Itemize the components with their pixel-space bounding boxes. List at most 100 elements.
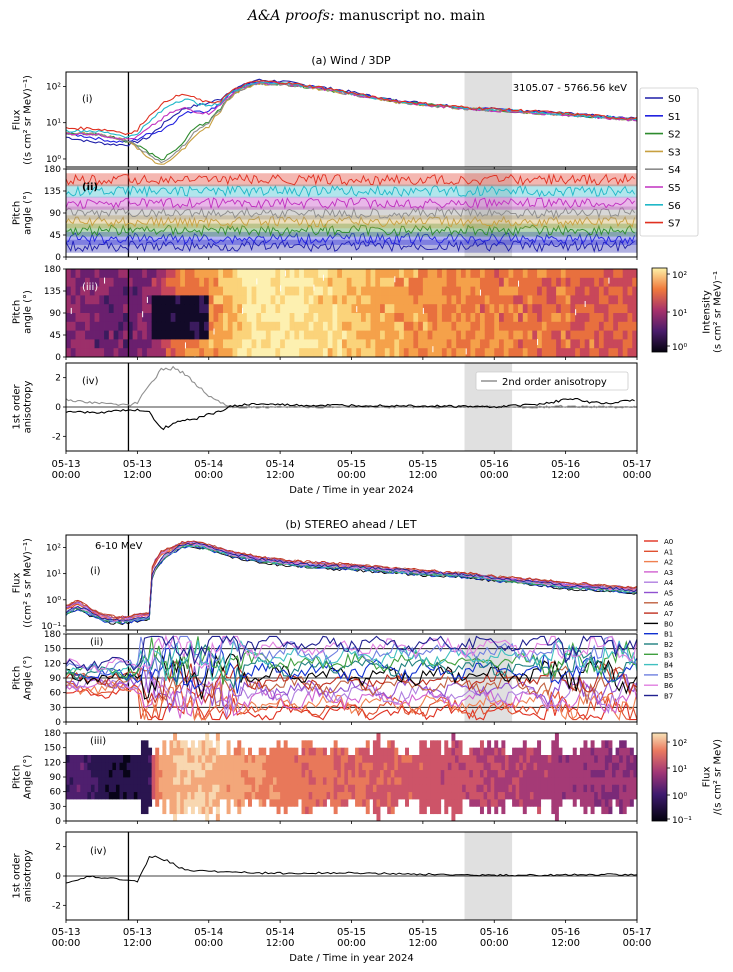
heatmap-cell xyxy=(233,755,238,763)
heatmap-cell xyxy=(522,313,528,323)
heatmap-cell xyxy=(270,321,276,331)
heatmap-cell xyxy=(183,769,188,778)
legend-box xyxy=(639,87,699,237)
heatmap-cell xyxy=(313,339,319,349)
heatmap-cell xyxy=(155,791,160,800)
heatmap-cell xyxy=(340,755,345,763)
heatmap-cell xyxy=(608,806,613,815)
heatmap-cell xyxy=(265,777,270,785)
heatmap-cell xyxy=(537,339,543,349)
heatmap-cell xyxy=(205,755,210,763)
heatmap-cell xyxy=(399,330,405,340)
heatmap-cell xyxy=(465,769,470,778)
heatmap-cell xyxy=(637,313,642,322)
heatmap-cell xyxy=(332,321,338,331)
heatmap-cell xyxy=(137,784,142,793)
heatmap-cell xyxy=(546,269,552,279)
heatmap-cell xyxy=(587,799,592,807)
heatmap-cell xyxy=(529,777,534,785)
heatmap-cell xyxy=(269,784,274,793)
heatmap-cell xyxy=(594,777,599,785)
heatmap-cell xyxy=(626,747,631,756)
heatmap-cell xyxy=(205,806,210,815)
heatmap-cell xyxy=(142,313,148,323)
heatmap-cell xyxy=(87,791,92,800)
heatmap-cell xyxy=(551,269,557,279)
heatmap-cell xyxy=(413,295,419,305)
heatmap-cell xyxy=(537,747,542,756)
heatmap-cell xyxy=(151,755,156,763)
heatmap-cell xyxy=(203,330,210,340)
heatmap-cell xyxy=(532,339,538,349)
heatmap-cell xyxy=(575,348,581,357)
legend-label-S5: S5 xyxy=(668,183,681,194)
heatmap-cell xyxy=(446,348,452,357)
heatmap-cell xyxy=(173,791,178,800)
heatmap-cell xyxy=(399,313,405,323)
heatmap-cell xyxy=(579,269,586,279)
heatmap-cell xyxy=(318,286,324,296)
heatmap-cell xyxy=(233,784,238,793)
heatmap-cell xyxy=(587,777,592,785)
heatmap-cell xyxy=(83,769,88,778)
heatmap-cell xyxy=(513,348,519,357)
heatmap-cell xyxy=(104,313,110,323)
heatmap-cell xyxy=(332,313,338,323)
wind-x-axis: 05-1300:0005-1312:0005-1400:0005-1412:00… xyxy=(51,459,651,496)
heatmap-cell xyxy=(301,740,306,749)
heatmap-cell xyxy=(394,321,400,331)
heatmap-cell xyxy=(208,806,213,815)
heatmap-cell xyxy=(451,784,456,793)
heatmap-cell xyxy=(632,277,637,287)
heatmap-cell xyxy=(418,304,424,314)
heatmap-cell xyxy=(215,784,220,793)
heatmap-cell xyxy=(270,304,276,314)
heatmap-cell xyxy=(151,777,156,785)
heatmap-cell xyxy=(132,321,138,331)
heatmap-cell xyxy=(155,777,160,785)
heatmap-cell xyxy=(608,755,613,763)
heatmap-cell xyxy=(319,755,324,763)
heatmap-cell xyxy=(327,269,333,279)
heatmap-cell xyxy=(322,747,327,756)
heatmap-cell xyxy=(289,339,295,349)
heatmap-cell xyxy=(533,777,538,785)
legend-label-B6: B6 xyxy=(664,682,674,690)
heatmap-cell xyxy=(115,791,120,800)
heatmap-cell xyxy=(465,791,470,800)
heatmap-cell xyxy=(215,747,220,756)
heatmap-cell xyxy=(80,777,85,785)
heatmap-cell xyxy=(444,747,449,756)
heatmap-cell xyxy=(447,777,452,785)
heatmap-cell xyxy=(440,777,445,785)
heatmap-cell xyxy=(497,784,502,793)
heatmap-cell xyxy=(90,777,95,785)
pitch-band-S6 xyxy=(66,184,637,198)
heatmap-cell xyxy=(451,277,457,287)
heatmap-cell xyxy=(358,791,363,800)
heatmap-cell xyxy=(83,784,88,793)
heatmap-cell xyxy=(133,769,138,778)
heatmap-cell xyxy=(608,740,613,749)
heatmap-cell xyxy=(598,286,605,296)
heatmap-cell xyxy=(372,799,377,807)
heatmap-cell xyxy=(570,269,576,279)
heatmap-cell xyxy=(537,330,543,340)
heatmap-cell xyxy=(237,313,243,323)
heatmap-cell xyxy=(180,777,185,785)
y-tick-label: 0 xyxy=(55,353,61,363)
heatmap-cell xyxy=(205,762,210,771)
heatmap-cell xyxy=(370,295,376,305)
heatmap-cell xyxy=(365,321,371,331)
heatmap-cell xyxy=(546,348,552,357)
heatmap-cell xyxy=(572,755,577,763)
heatmap-cell xyxy=(190,799,195,807)
heatmap-cell xyxy=(565,286,571,296)
heatmap-cell xyxy=(208,777,213,785)
heatmap-cell xyxy=(598,321,605,331)
heatmap-cell xyxy=(318,277,324,287)
plot-area xyxy=(66,634,637,722)
heatmap-cell xyxy=(565,339,571,349)
heatmap-cell xyxy=(494,799,499,807)
heatmap-cell xyxy=(113,286,119,296)
